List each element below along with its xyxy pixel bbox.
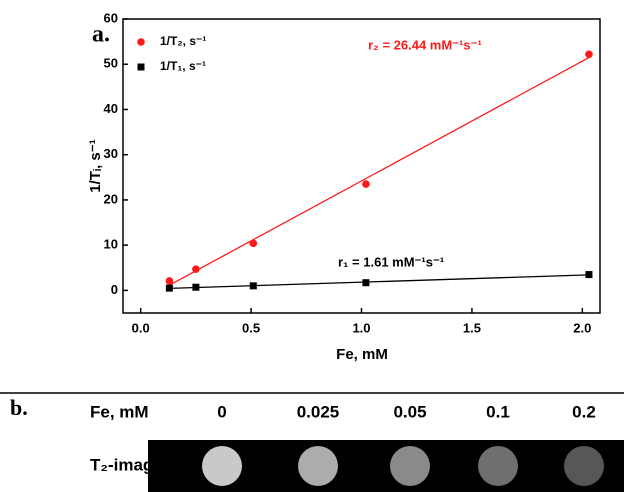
y-tick-label: 40 [104, 101, 118, 116]
x-tick-label: 2.0 [573, 320, 591, 335]
table-header-cell: 0 [217, 402, 226, 421]
point [362, 180, 370, 188]
legend-label: 1/T₁, s⁻¹ [160, 59, 206, 73]
y-axis-title: 1/Tᵢ, s⁻¹ [87, 139, 104, 192]
table-header-cell: 0.1 [486, 402, 510, 421]
legend-marker [137, 63, 145, 71]
point [585, 271, 593, 279]
phantom-image [478, 446, 518, 486]
table-header-cell: 0.2 [572, 402, 596, 421]
panel-label: b. [10, 395, 28, 420]
y-tick-label: 30 [104, 146, 118, 161]
point [165, 277, 174, 285]
panel-label: a. [92, 22, 110, 48]
y-tick-label: 0 [111, 282, 118, 297]
y-tick-label: 10 [104, 237, 118, 252]
point [362, 279, 370, 287]
x-tick-label: 0.0 [132, 320, 150, 335]
phantom-image [202, 446, 242, 486]
x-tick-label: 0.5 [242, 320, 260, 335]
point [192, 265, 200, 273]
phantom-image [564, 446, 604, 486]
point [585, 50, 593, 59]
annotation: r₁ = 1.61 mM⁻¹s⁻¹ [338, 254, 444, 269]
x-tick-label: 1.0 [352, 320, 370, 335]
annotation: r₂ = 26.44 mM⁻¹s⁻¹ [368, 37, 482, 52]
fit-line [169, 274, 589, 290]
y-tick-label: 60 [104, 10, 118, 25]
point [165, 284, 173, 292]
legend-marker [137, 38, 145, 46]
x-axis-title: Fe, mM [336, 346, 388, 363]
fit-line [169, 56, 590, 286]
legend-label: 1/T₂, s⁻¹ [160, 34, 206, 48]
point [249, 239, 258, 248]
table-header-cell: 0.025 [297, 402, 340, 421]
y-tick-label: 20 [104, 191, 118, 206]
phantom-image [298, 446, 338, 486]
table-header-cell: Fe, mM [90, 402, 149, 421]
table-cell: T₂-imaging [90, 455, 179, 474]
point [192, 283, 200, 291]
table-header-cell: 0.05 [393, 402, 426, 421]
phantom-image [390, 446, 430, 486]
y-tick-label: 50 [104, 56, 118, 71]
point [249, 282, 257, 290]
x-tick-label: 1.5 [463, 320, 481, 335]
